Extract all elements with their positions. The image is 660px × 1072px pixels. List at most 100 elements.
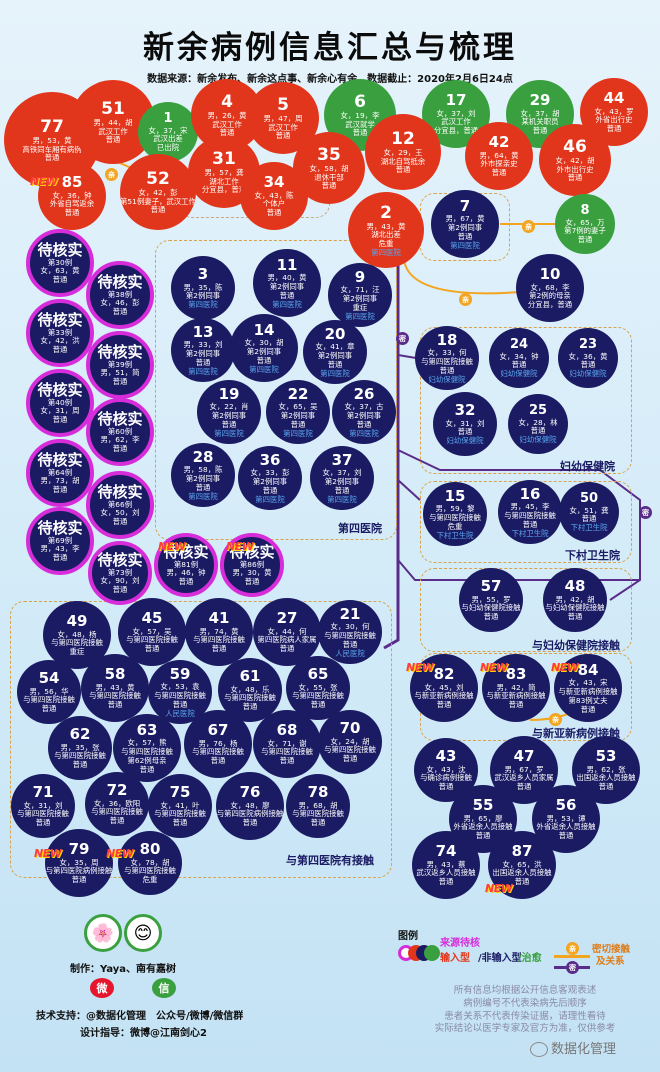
case-number: 26 (353, 384, 375, 403)
case-detail: 第2例同事 (269, 282, 305, 292)
case-detail: 女，42，胡 (555, 155, 595, 165)
case-bubble-2: 2 男，43，黄 湖北出差 危重 第四医院 (348, 192, 424, 268)
relation-marker: 亲 (105, 168, 118, 181)
case-bubble-83: 83 男，42，简 与新亚新病例接触 普通 (482, 654, 550, 722)
pending-case-bubble: 待核实 第60例 男，62，李 普通 (86, 398, 154, 466)
group-box-maternal (420, 327, 632, 474)
case-number: 29 (529, 91, 551, 110)
case-detail: 女，57，吴 (132, 626, 172, 636)
case-detail: 男，56，华 (29, 686, 69, 696)
case-detail: 普通 (522, 519, 538, 529)
pending-case-bubble: 待核实 第40例 女，31，周 普通 (26, 369, 94, 437)
case-detail: 女，41，叶 (160, 800, 200, 810)
case-detail: 普通 (511, 360, 527, 370)
case-detail: 第83例丈夫 (568, 695, 608, 705)
case-number: 16 (519, 484, 541, 503)
case-number: 20 (324, 324, 346, 343)
case-bubble-46: 46 女，42，胡 外市出行史 普通 (539, 124, 611, 196)
case-detail: 普通 (242, 818, 258, 828)
disclaimer: 所有信息均根据公开信息客观表述 病例编号不代表染病先后顺序 患者关系不代表传染证… (400, 985, 650, 1036)
wechat-icon: 信 (152, 978, 176, 998)
case-bubble-85: 85 女，36，钟 外省自驾返余 普通 (38, 162, 106, 230)
case-detail: 女，55，张 (298, 682, 338, 692)
case-detail: 与第四医院接触 (91, 807, 143, 817)
case-bubble-14: 14 女，30，胡 第2例同事 普通 第四医院 (230, 314, 298, 382)
case-detail: 普通 (64, 208, 80, 218)
case-detail: 外市探亲史 (480, 159, 518, 169)
case-detail: 外省返余人员接触 (453, 822, 513, 832)
case-detail: 武汉工作 (212, 119, 242, 129)
pending-case-bubble: 待核实 第64例 男，73，胡 普通 (26, 439, 94, 507)
case-detail: 男，55，罗 (471, 594, 511, 604)
case-detail: 普通 (321, 181, 337, 191)
case-detail: 普通 (580, 360, 596, 370)
pending-detail: 普通 (112, 306, 128, 316)
case-bubble-42: 42 男，64，黄 外市探亲史 普通 (465, 122, 533, 190)
case-hospital-status: 妇幼保健院 (569, 369, 607, 379)
case-bubble-78: 78 男，68，胡 与第四医院接触 普通 (286, 774, 350, 838)
case-detail: 与确诊病例接触 (420, 773, 472, 783)
case-detail: 女，30，胡 (244, 338, 284, 348)
case-detail: 出国返余人员接触 (576, 773, 636, 783)
case-detail: 第2例同事 (252, 477, 288, 487)
close-contact-marker: 密 (639, 506, 652, 519)
pending-title: 待核实 (97, 272, 143, 291)
case-detail: 男，67，罗 (504, 764, 544, 774)
case-detail: 高铁同车厢有病例 (22, 144, 82, 154)
wechat-watermark-icon (530, 1042, 548, 1057)
case-detail: 男，35，张 (60, 742, 100, 752)
case-detail: 普通 (44, 153, 60, 163)
case-hospital-status: 第四医院 (188, 366, 218, 376)
case-detail: 与第四医院病例接触 (45, 866, 113, 876)
case-number: 56 (555, 796, 577, 815)
pending-detail: 第30例 (47, 257, 73, 267)
pending-title: 待核实 (163, 542, 209, 561)
case-number: 8 (580, 203, 590, 219)
case-detail: 与第四医院接触 (17, 809, 69, 819)
disclaimer-line: 实际结论以医学专家及官方为准，仅供参考 (434, 1023, 616, 1035)
case-bubble-74: 74 男，43，蔡 武汉返乡人员接触 普通 (412, 831, 480, 899)
case-detail: 第2例同事 (280, 411, 316, 421)
case-bubble-79: 79 女，35，周 与第四医院病例接触 普通 (45, 829, 113, 897)
disclaimer-line: 所有信息均根据公开信息客观表述 (453, 985, 597, 996)
case-detail: 普通 (439, 365, 455, 375)
credit-maker: 制作：Yaya、南有嘉树 (70, 964, 177, 975)
case-bubble-15: 15 男，59，黎 与第四医院接触 危重 下村卫生院 (423, 482, 487, 546)
case-detail: 第2例同事 (346, 411, 382, 421)
case-detail: 女，65，吴 (278, 402, 318, 412)
pending-detail: 普通 (52, 552, 68, 562)
case-detail: 男，45，李 (510, 502, 550, 512)
case-bubble-28: 28 男，58，陈 第2例同事 普通 第四医院 (171, 443, 235, 507)
case-bubble-63: 63 女，57，熊 与第四医院接触 第62例母亲 普通 (113, 714, 181, 782)
case-bubble-44: 44 女，43，罗 外省出行史 普通 (580, 78, 648, 146)
case-hospital-status: 第四医院 (349, 428, 379, 438)
case-detail: 普通 (211, 644, 227, 654)
case-number: 34 (263, 173, 285, 192)
case-bubble-50: 50 女，51，龚 普通 下村卫生院 (559, 482, 619, 542)
case-detail: 女，31，刘 (23, 800, 63, 810)
case-detail: 普通 (342, 754, 358, 764)
pending-detail: 普通 (112, 443, 128, 453)
case-detail: 普通 (310, 700, 326, 710)
case-detail: 重症 (69, 647, 85, 657)
case-number: 17 (445, 91, 467, 110)
case-detail: 女，68，李 (530, 282, 570, 292)
group-label-fourth-contact: 与第四医院有接触 (286, 854, 374, 867)
case-hospital-status: 第四医院 (214, 428, 244, 438)
case-detail: 普通 (109, 816, 125, 826)
case-detail: 普通 (172, 818, 188, 828)
case-detail: 普通 (475, 831, 491, 841)
case-detail: 分宜县，普通 (201, 185, 247, 195)
credit-support: 技术支持：@数据化管理 公众号/微博/微信群 (36, 1011, 244, 1022)
watermark-text: 数据化管理 (551, 1042, 617, 1057)
pending-detail: 普通 (112, 584, 128, 594)
case-detail: 与第四医院接触 (324, 631, 376, 641)
pending-case-bubble: 待核实 第73例 女，90，刘 普通 (88, 541, 152, 605)
case-detail: 与第四医院接触 (23, 695, 75, 705)
case-detail: 第四医院病人家属 (257, 635, 317, 645)
case-detail: 普通 (35, 818, 51, 828)
case-hospital-status: 第四医院 (345, 311, 375, 321)
case-detail: 男，53，谭 (546, 813, 586, 823)
case-number: 5 (277, 94, 289, 115)
case-detail: 女，28，林 (518, 417, 558, 427)
